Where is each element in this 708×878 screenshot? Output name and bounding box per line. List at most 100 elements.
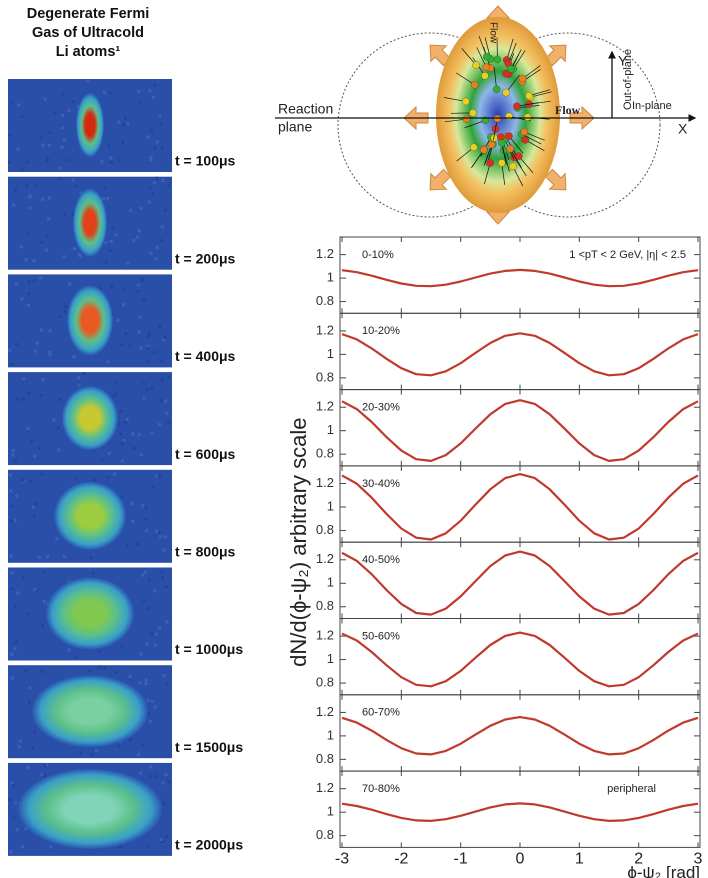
noise xyxy=(13,604,17,608)
noise xyxy=(89,556,93,560)
noise xyxy=(167,183,171,187)
noise xyxy=(124,331,128,335)
y-tick-label: 1.2 xyxy=(316,780,334,795)
noise xyxy=(125,543,129,547)
noise xyxy=(118,845,122,849)
noise xyxy=(145,642,149,646)
noise xyxy=(138,315,142,319)
noise xyxy=(132,446,136,450)
noise xyxy=(153,589,157,593)
noise xyxy=(123,288,127,292)
noise xyxy=(8,133,12,137)
noise xyxy=(158,475,162,479)
curve xyxy=(341,716,699,756)
y-tick-label: 0.8 xyxy=(316,598,334,613)
y-tick-label: 1 xyxy=(327,651,334,666)
noise xyxy=(74,184,78,188)
noise xyxy=(120,644,124,648)
noise xyxy=(16,397,20,401)
y-tick-label: 1.2 xyxy=(316,322,334,337)
particle xyxy=(505,112,513,121)
flow-arrow xyxy=(544,168,567,191)
particle xyxy=(481,72,489,80)
flow-arrow xyxy=(544,44,567,67)
noise xyxy=(13,647,17,651)
noise xyxy=(153,83,157,87)
noise xyxy=(150,632,154,636)
noise xyxy=(41,197,45,201)
noise xyxy=(18,740,22,744)
noise xyxy=(147,606,151,610)
noise xyxy=(103,185,107,189)
y-tick-label: 1.2 xyxy=(316,704,334,719)
noise xyxy=(154,474,158,478)
y-tick-label: 0.8 xyxy=(316,827,334,842)
noise xyxy=(100,458,104,462)
particle xyxy=(472,61,480,69)
noise xyxy=(165,411,169,415)
particle xyxy=(470,81,479,89)
particle xyxy=(462,97,470,106)
noise xyxy=(61,92,65,96)
noise xyxy=(121,141,125,145)
noise xyxy=(154,257,158,261)
noise xyxy=(61,126,65,130)
particle xyxy=(498,159,506,167)
noise xyxy=(26,612,30,616)
noise xyxy=(137,229,141,233)
noise xyxy=(158,114,162,118)
particle xyxy=(462,115,471,123)
noise xyxy=(118,158,122,162)
noise xyxy=(117,120,121,124)
noise xyxy=(21,576,25,580)
noise xyxy=(147,359,151,363)
noise xyxy=(89,753,93,757)
diagram-label: Y xyxy=(618,53,628,69)
noise xyxy=(167,375,171,379)
noise xyxy=(43,97,47,101)
noise xyxy=(129,738,133,742)
noise xyxy=(37,556,41,560)
noise xyxy=(26,426,30,430)
y-tick-label: 0.8 xyxy=(316,293,334,308)
noise xyxy=(159,535,163,539)
noise xyxy=(126,261,130,265)
annotation: 1 <pT < 2 GeV, |η| < 2.5 xyxy=(569,249,686,261)
noise xyxy=(95,749,99,753)
noise xyxy=(52,418,56,422)
noise xyxy=(77,376,81,380)
noise xyxy=(32,259,36,263)
particle xyxy=(518,74,527,83)
noise xyxy=(114,391,118,395)
noise xyxy=(138,681,142,685)
noise xyxy=(10,781,14,785)
particle xyxy=(497,139,506,147)
noise xyxy=(107,475,111,479)
y-tick-label: 1.2 xyxy=(316,246,334,261)
noise xyxy=(13,188,17,192)
panel-label: 60-70% xyxy=(362,707,400,719)
noise xyxy=(41,143,45,147)
atom-cloud xyxy=(67,285,113,356)
noise xyxy=(147,331,151,335)
diagram-label: plane xyxy=(278,119,312,135)
y-tick-label: 1 xyxy=(327,270,334,285)
noise xyxy=(146,698,150,702)
flow-arrow xyxy=(429,168,452,191)
particle xyxy=(492,85,501,93)
noise xyxy=(48,329,52,333)
noise xyxy=(149,719,153,723)
noise xyxy=(131,432,135,436)
noise xyxy=(45,159,49,163)
noise xyxy=(11,453,15,457)
noise xyxy=(64,305,68,309)
noise xyxy=(137,89,141,93)
noise xyxy=(67,158,71,162)
noise xyxy=(73,655,77,659)
noise xyxy=(98,649,102,653)
noise xyxy=(108,249,112,253)
y-tick-label: 1.2 xyxy=(316,399,334,414)
noise xyxy=(9,850,13,854)
noise xyxy=(150,700,154,704)
particle xyxy=(469,109,477,117)
